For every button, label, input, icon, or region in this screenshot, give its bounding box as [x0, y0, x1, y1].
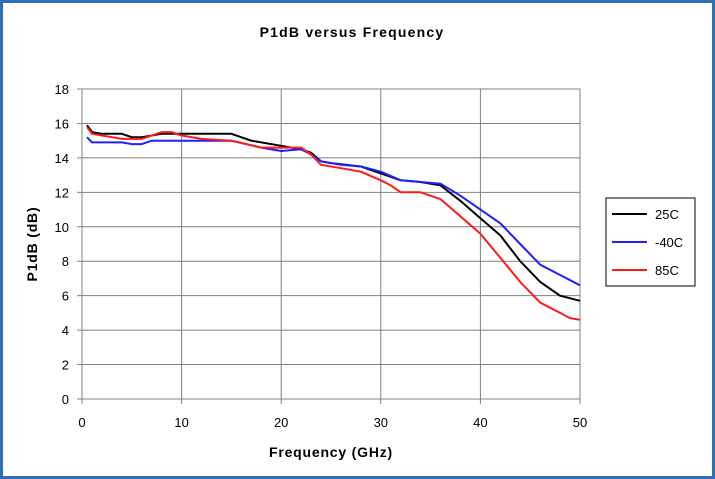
y-tick-label: 14: [55, 151, 69, 166]
x-axis-label: Frequency (GHz): [269, 444, 393, 460]
chart-title: P1dB versus Frequency: [260, 24, 445, 40]
plot-area: [81, 88, 581, 400]
x-axis-ticks: 0 10 20 30 40 50: [78, 399, 587, 430]
legend: 25C -40C 85C: [612, 207, 683, 278]
y-axis-ticks: 0 2 4 6 8 10 12 14 16 18: [55, 82, 82, 407]
legend-box: [605, 197, 696, 287]
x-tick-label: 20: [274, 415, 288, 430]
y-tick-label: 16: [55, 116, 69, 131]
legend-label-85C: 85C: [655, 263, 679, 278]
series-line-25C: [86, 124, 581, 302]
series-line--40C: [86, 136, 581, 287]
y-tick-label: 4: [62, 323, 69, 338]
x-tick-label: 40: [473, 415, 487, 430]
legend-label-25C: 25C: [655, 207, 679, 222]
y-tick-label: 8: [62, 254, 69, 269]
y-tick-label: 2: [62, 358, 69, 373]
x-tick-label: 30: [374, 415, 388, 430]
x-tick-label: 50: [573, 415, 587, 430]
series-lines: [86, 124, 581, 321]
y-tick-label: 18: [55, 82, 69, 97]
series-line-85C: [86, 126, 581, 321]
y-tick-label: 0: [62, 392, 69, 407]
y-tick-label: 6: [62, 289, 69, 304]
legend-label--40C: -40C: [655, 235, 683, 250]
y-tick-label: 10: [55, 220, 69, 235]
y-tick-label: 12: [55, 185, 69, 200]
x-tick-label: 0: [78, 415, 85, 430]
x-tick-label: 10: [174, 415, 188, 430]
y-axis-label: P1dB (dB): [24, 207, 40, 282]
